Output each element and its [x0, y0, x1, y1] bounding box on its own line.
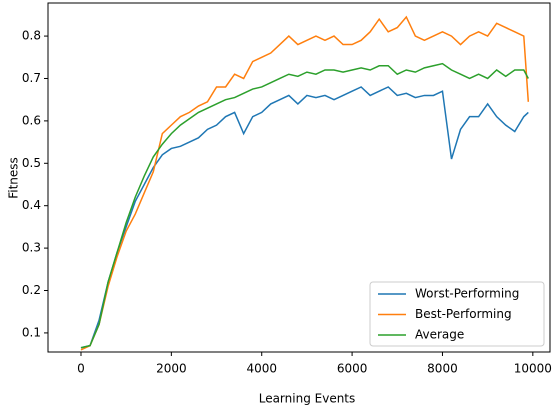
legend-box [369, 281, 545, 347]
x-tick-label: 2000 [156, 362, 187, 376]
x-tick-label: 10000 [514, 362, 552, 376]
y-tick-label: 0.2 [22, 283, 41, 297]
y-tick-label: 0.8 [22, 29, 41, 43]
y-tick-label: 0.7 [22, 71, 41, 85]
series-line [80, 15, 530, 351]
x-axis-label: Learning Events [259, 392, 356, 406]
x-tick-label: 4000 [246, 362, 277, 376]
x-tick-label: 0 [77, 362, 85, 376]
x-tick-label: 6000 [337, 362, 368, 376]
y-tick-label: 0.1 [22, 325, 41, 339]
legend-label: Average [415, 328, 464, 342]
y-tick-label: 0.4 [22, 198, 41, 212]
series-line [80, 86, 529, 349]
y-tick-label: 0.3 [22, 241, 41, 255]
y-tick-label: 0.6 [22, 113, 41, 127]
plot-frame [47, 2, 551, 353]
legend-label: Worst-Performing [415, 287, 519, 301]
y-tick-label: 0.5 [22, 156, 41, 170]
y-axis-label: Fitness [7, 157, 21, 199]
legend-label: Best-Performing [415, 307, 512, 321]
series-line [80, 62, 529, 349]
x-tick-label: 8000 [427, 362, 458, 376]
